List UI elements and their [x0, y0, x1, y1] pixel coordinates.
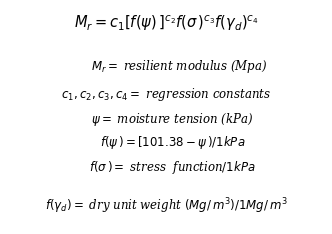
- Text: $M_r =$ resilient modulus (Mpa): $M_r =$ resilient modulus (Mpa): [91, 58, 267, 75]
- Text: $c_1, c_2, c_3, c_4 =$ regression constants: $c_1, c_2, c_3, c_4 =$ regression consta…: [61, 86, 271, 102]
- Text: $f(\gamma_d) =$ dry unit weight $(Mg/\,m^3)/1Mg/\,m^3$: $f(\gamma_d) =$ dry unit weight $(Mg/\,m…: [44, 197, 288, 216]
- Text: $f(\psi\,) = [101.38 - \psi\,)/1kPa$: $f(\psi\,) = [101.38 - \psi\,)/1kPa$: [100, 134, 245, 151]
- Text: $f(\sigma\,) =$ stress  function$/1kPa$: $f(\sigma\,) =$ stress function$/1kPa$: [89, 159, 256, 176]
- Text: $M_r = c_1[f(\psi)\,]^{c_2}f(\sigma\,)^{c_3}f(\gamma_d)^{c_4}$: $M_r = c_1[f(\psi)\,]^{c_2}f(\sigma\,)^{…: [74, 13, 258, 33]
- Text: $\psi =$ moisture tension (kPa): $\psi =$ moisture tension (kPa): [91, 111, 254, 128]
